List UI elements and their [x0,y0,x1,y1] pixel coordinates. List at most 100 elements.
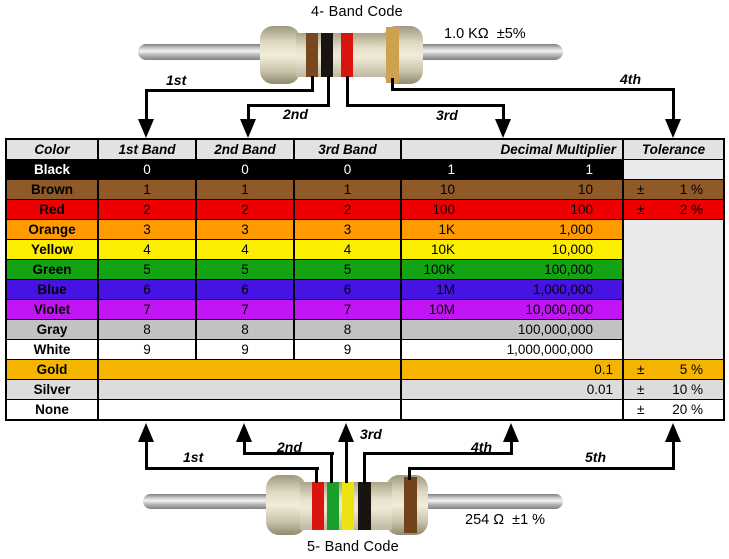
table-header-row: Color 1st Band 2nd Band 3rd Band Decimal Mul… [5,138,725,160]
multiplier-value: 100,000 [544,262,593,277]
tolerance-cell: ±2 % [622,199,725,220]
table-row-blue: Blue 6 6 6 1M 1,000,000 [5,279,724,300]
arrow-label-4th: 4th [620,71,641,87]
table-row-violet: Violet 7 7 7 10M 10,000,000 [5,299,724,320]
multiplier-cell [400,399,624,421]
band1-digit-cell: 1 [97,179,197,200]
multiplier-cell: 100K 100,000 [400,259,624,280]
band-black [358,482,371,530]
multiplier-cell: 0.1 [400,359,624,380]
five-band-resistor-value: 254 Ω ±1 % [465,512,546,528]
arrowhead-down-icon [495,119,511,138]
band1-digit-cell: 0 [97,159,197,180]
band2-digit-cell: 2 [195,199,295,220]
five-band-resistor-left-cap [266,475,306,535]
column-header-1st-band: 1st Band [97,138,197,160]
arrow-label-1st: 1st [166,72,187,88]
four-band-resistor-left-cap [260,26,300,84]
arrow-label-2nd: 2nd [277,439,302,455]
plus-minus-sign: ± [637,402,645,417]
multiplier-prefix: 1K [438,222,455,237]
empty-tolerance-cell [622,159,725,180]
arrow-label-5th: 5th [585,449,606,465]
color-code-table: Color 1st Band 2nd Band 3rd Band Decimal Mul… [5,138,725,421]
color-name-cell: Silver [5,379,99,400]
multiplier-prefix: 1 [447,162,455,177]
plus-minus-sign: ± [637,202,645,217]
band1-digit-cell: 8 [97,319,197,340]
multiplier-prefix: 10M [428,302,455,317]
arrowhead-down-icon [665,119,681,138]
multiplier-value: 10,000,000 [525,302,593,317]
table-row-red: Red 2 2 2 100 100 ±2 % [5,199,725,220]
band3-digit-cell: 4 [293,239,402,260]
multiplier-prefix: 10 [439,182,455,197]
multiplier-cell: 1K 1,000 [400,219,624,240]
four-band-code-title: 4- Band Code [311,4,403,20]
band-red [312,482,324,530]
band2-digit-cell: 9 [195,339,295,360]
multiplier-value: 0.01 [586,382,613,397]
band2-digit-cell: 7 [195,299,295,320]
band1-digit-cell: 3 [97,219,197,240]
multiplier-cell: 0.01 [400,379,624,400]
column-header-tolerance: Tolerance [622,138,725,160]
band-green [327,482,339,530]
plus-minus-sign: ± [637,362,645,377]
multiplier-prefix: 1M [436,282,455,297]
table-row-brown: Brown 1 1 1 10 10 ±1 % [5,179,725,200]
band1-digit-cell: 5 [97,259,197,280]
plus-minus-sign: ± [637,182,645,197]
four-band-resistor-value: 1.0 KΩ ±5% [444,26,526,42]
arrow-label-2nd: 2nd [283,106,308,122]
band3-digit-cell: 2 [293,199,402,220]
band3-digit-cell: 5 [293,259,402,280]
band-black [321,33,333,77]
column-header-decimal-multiplier: Decimal Multiplier [400,138,624,160]
band2-digit-cell: 3 [195,219,295,240]
color-name-cell: Blue [5,279,99,300]
merged-band-cell [97,359,402,380]
multiplier-value: 1 [585,162,593,177]
tolerance-cell: ±20 % [622,399,725,421]
color-name-cell: Orange [5,219,99,240]
five-band-code-title: 5- Band Code [307,539,399,555]
band2-digit-cell: 6 [195,279,295,300]
tolerance-cell: ±5 % [622,359,725,380]
table-row-black: Black 0 0 0 1 1 [5,159,725,180]
band1-digit-cell: 9 [97,339,197,360]
color-name-cell: Green [5,259,99,280]
arrowhead-up-icon [338,423,354,442]
multiplier-value: 1,000,000,000 [506,342,593,357]
tolerance-cell: ±1 % [622,179,725,200]
tolerance-cell: ±10 % [622,379,725,400]
table-row-orange: Orange 3 3 3 1K 1,000 [5,219,725,360]
table-row-green: Green 5 5 5 100K 100,000 [5,259,724,280]
table-row-yellow: Yellow 4 4 4 10K 10,000 [5,239,724,260]
band2-digit-cell: 0 [195,159,295,180]
multiplier-value: 1,000 [559,222,593,237]
band1-digit-cell: 4 [97,239,197,260]
multiplier-cell: 100 100 [400,199,624,220]
multiplier-cell: 10K 10,000 [400,239,624,260]
band3-digit-cell: 0 [293,159,402,180]
multiplier-cell: 100,000,000 [400,319,624,340]
table-row-gray: Gray 8 8 8 100,000,000 [5,319,724,340]
band1-digit-cell: 6 [97,279,197,300]
arrow-label-3rd: 3rd [436,107,458,123]
table-row-white: White 9 9 9 1,000,000,000 [5,339,724,360]
empty-tolerance-block [622,219,725,360]
column-header-3rd-band: 3rd Band [293,138,402,160]
multiplier-value: 0.1 [594,362,613,377]
arrowhead-up-icon [138,423,154,442]
multiplier-value: 100,000,000 [517,322,593,337]
band1-digit-cell: 2 [97,199,197,220]
tolerance-value: 2 % [679,202,703,217]
band3-digit-cell: 1 [293,179,402,200]
column-header-color: Color [5,138,99,160]
color-name-cell: Yellow [5,239,99,260]
band2-digit-cell: 5 [195,259,295,280]
band2-digit-cell: 4 [195,239,295,260]
arrowhead-up-icon [665,423,681,442]
arrowhead-up-icon [236,423,252,442]
